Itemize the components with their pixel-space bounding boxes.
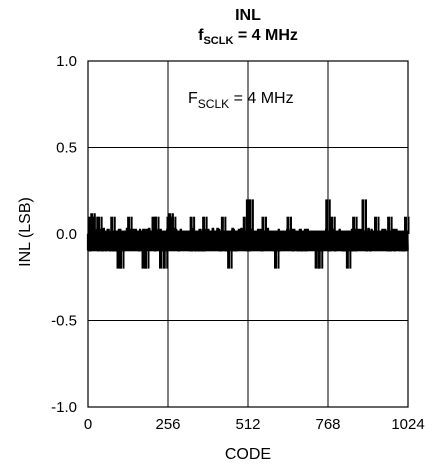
inl-spike-pair	[305, 234, 308, 252]
y-tick-label: -0.5	[51, 313, 77, 330]
x-tick-labels: 0 256 512 768 1024	[84, 416, 425, 433]
chart-title-line2: fSCLK = 4 MHz	[198, 27, 298, 47]
plot-frame	[87, 60, 409, 408]
y-tick-label: -1.0	[51, 399, 77, 416]
inl-spike-pair	[265, 216, 267, 234]
y-tick-labels: 1.0 0.5 0.0 -0.5 -1.0	[51, 53, 77, 416]
inl-spike-pair	[193, 216, 196, 234]
inl-spike	[286, 216, 290, 234]
inl-spike-pair	[113, 216, 116, 234]
inl-spike	[330, 216, 334, 234]
inl-spike-pair	[202, 234, 205, 252]
inl-spike	[119, 234, 122, 269]
annotation-text: FSCLK = 4 MHz	[188, 90, 294, 111]
x-axis-label: CODE	[225, 446, 271, 463]
inl-spike-pair	[277, 234, 280, 269]
inl-spike-pair	[174, 216, 177, 234]
inl-spike	[170, 216, 174, 234]
inl-spike	[361, 199, 365, 234]
inl-spike	[352, 216, 356, 234]
inl-spike	[274, 234, 277, 269]
inl-spike-pair	[377, 216, 380, 234]
inl-spike	[317, 234, 321, 269]
chart-title-line1: INL	[235, 7, 261, 24]
x-tick-label: 512	[235, 416, 260, 433]
x-tick-label: 1024	[391, 416, 424, 433]
inl-spike	[154, 216, 157, 234]
inl-spike	[97, 216, 101, 234]
inl-spike	[101, 234, 105, 252]
inl-spike-pair	[251, 199, 254, 234]
inl-spike	[227, 234, 231, 269]
inl-spike	[261, 216, 265, 234]
inl-spike	[248, 199, 252, 234]
inl-spike	[325, 199, 329, 234]
y-tick-label: 0.0	[56, 226, 77, 243]
inl-spike	[166, 216, 170, 234]
inl-spike	[387, 216, 391, 234]
annotation-subscript: SCLK	[198, 97, 229, 111]
inl-spike	[374, 216, 377, 234]
x-tick-label: 768	[315, 416, 340, 433]
inl-spike-pair	[105, 234, 107, 252]
annotation-main: F	[188, 90, 198, 107]
inl-spike-pair	[235, 234, 238, 252]
inl-spike-pair	[100, 216, 103, 234]
inl-spike	[202, 216, 206, 234]
inl-spike-pair	[365, 199, 367, 234]
y-tick-label: 0.5	[56, 140, 77, 157]
inl-spike-pair	[130, 216, 133, 234]
inl-spike	[189, 216, 193, 234]
inl-spike	[199, 234, 202, 252]
inl-spike-pair	[390, 216, 393, 234]
inl-spike-pair	[157, 216, 160, 234]
inl-spike-pair	[290, 216, 292, 234]
inl-spike	[141, 234, 145, 269]
inl-spike-pair	[205, 216, 208, 234]
inl-spike-pair	[224, 216, 227, 234]
inl-spike	[162, 234, 166, 269]
inl-spike	[92, 216, 96, 234]
inl-spike	[399, 234, 402, 252]
inl-spike	[404, 216, 407, 234]
inl-spike-pair	[147, 234, 150, 269]
series-inl	[86, 199, 410, 269]
inl-spike	[116, 234, 120, 269]
inl-spike-pair	[328, 199, 331, 234]
inl-spike	[314, 234, 318, 269]
inl-spike-pair	[355, 216, 358, 234]
inl-spike	[144, 234, 147, 269]
title-sub-subscript: SCLK	[203, 35, 233, 47]
inl-spike-pair	[321, 234, 324, 269]
inl-spike	[302, 234, 306, 252]
inl-spike-pair	[349, 234, 352, 269]
inl-spike	[232, 234, 236, 252]
inl-spike	[88, 216, 92, 234]
title-sub-main: f	[198, 27, 204, 44]
inl-spike-pair	[402, 234, 405, 252]
inl-spike-pair	[333, 216, 336, 234]
inl-spike	[127, 216, 131, 234]
inl-spike	[168, 213, 172, 234]
inl-spike-pair	[122, 234, 125, 269]
annotation-rest: = 4 MHz	[229, 90, 293, 107]
inl-spike	[242, 216, 246, 234]
x-tick-label: 256	[155, 416, 180, 433]
inl-spike-pair	[166, 234, 169, 269]
inl-spike	[151, 216, 155, 234]
inl-spike	[159, 234, 162, 269]
y-tick-label: 1.0	[56, 53, 77, 70]
inl-spike	[220, 216, 224, 234]
inl-spike	[110, 216, 114, 234]
x-tick-label: 0	[84, 416, 92, 433]
inl-spike-pair	[230, 234, 233, 269]
inl-spike	[345, 234, 349, 269]
chart-title: INL fSCLK = 4 MHz	[198, 7, 298, 47]
inl-spike	[245, 199, 249, 234]
annotation-box: FSCLK = 4 MHz	[188, 90, 294, 111]
inl-spike	[90, 213, 94, 234]
title-sub-rest: = 4 MHz	[233, 27, 297, 44]
y-axis-label: INL (LSB)	[17, 197, 34, 267]
